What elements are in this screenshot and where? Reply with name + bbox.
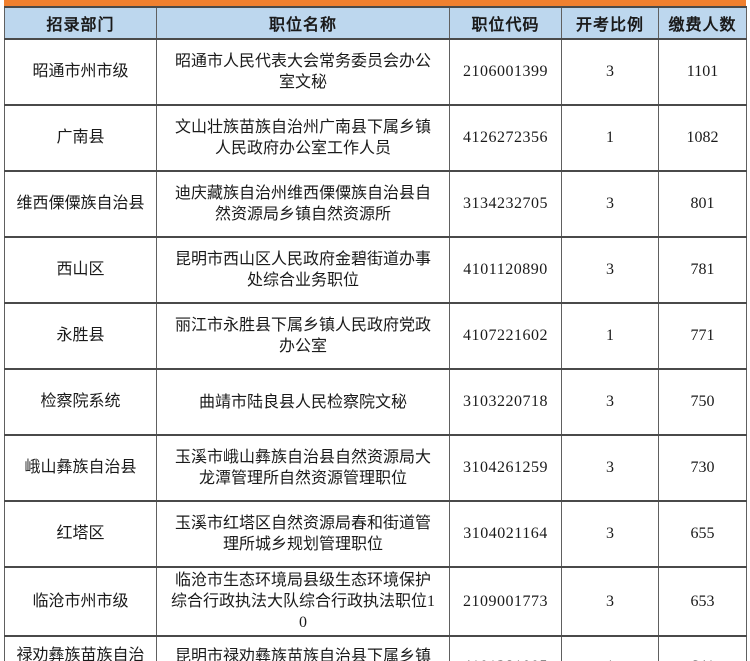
cell-count: 781 xyxy=(658,236,747,304)
cell-dept: 广南县 xyxy=(4,104,157,172)
cell-code: 3134232705 xyxy=(449,170,562,238)
cell-title: 文山壮族苗族自治州广南县下属乡镇人民政府办公室工作人员 xyxy=(156,104,450,172)
cell-count: 730 xyxy=(658,434,747,502)
cell-ratio: 3 xyxy=(561,236,659,304)
cell-title: 临沧市生态环境局县级生态环境保护综合行政执法大队综合行政执法职位10 xyxy=(156,566,450,637)
cell-title: 曲靖市陆良县人民检察院文秘 xyxy=(156,368,450,436)
cell-title: 玉溪市峨山彝族自治县自然资源局大龙潭管理所自然资源管理职位 xyxy=(156,434,450,502)
cell-title: 昆明市禄劝彝族苗族自治县下属乡镇禄劝彝族苗族自治县乡镇大职位02 xyxy=(156,635,450,661)
cell-code: 2109001773 xyxy=(449,566,562,637)
cell-dept: 禄劝彝族苗族自治县 xyxy=(4,635,157,661)
cell-code: 4107221602 xyxy=(449,302,562,370)
cell-ratio: 1 xyxy=(561,302,659,370)
cell-title: 迪庆藏族自治州维西傈僳族自治县自然资源局乡镇自然资源所 xyxy=(156,170,450,238)
cell-dept: 检察院系统 xyxy=(4,368,157,436)
cell-code: 3103220718 xyxy=(449,368,562,436)
cell-title: 玉溪市红塔区自然资源局春和街道管理所城乡规划管理职位 xyxy=(156,500,450,568)
cell-title: 昆明市西山区人民政府金碧街道办事处综合业务职位 xyxy=(156,236,450,304)
cell-dept: 永胜县 xyxy=(4,302,157,370)
table-row: 红塔区 玉溪市红塔区自然资源局春和街道管理所城乡规划管理职位 3104021164 3… xyxy=(4,500,747,568)
table-row: 检察院系统 曲靖市陆良县人民检察院文秘 3103220718 3 750 xyxy=(4,368,747,436)
cell-code: 2106001399 xyxy=(449,38,562,106)
table-row: 永胜县 丽江市永胜县下属乡镇人民政府党政办公室 4107221602 1 771 xyxy=(4,302,747,370)
top-accent-bar xyxy=(4,0,746,6)
cell-ratio: 3 xyxy=(561,566,659,637)
table-row: 维西傈僳族自治县 迪庆藏族自治州维西傈僳族自治县自然资源局乡镇自然资源所 31342… xyxy=(4,170,747,238)
cell-count: 771 xyxy=(658,302,747,370)
cell-code: 4101120890 xyxy=(449,236,562,304)
cell-ratio: 1 xyxy=(561,104,659,172)
header-cell-ratio: 开考比例 xyxy=(561,6,659,40)
header-cell-count: 缴费人数 xyxy=(658,6,747,40)
header-cell-title: 职位名称 xyxy=(156,6,450,40)
table-row: 广南县 文山壮族苗族自治州广南县下属乡镇人民政府办公室工作人员 4126272356… xyxy=(4,104,747,172)
table-row: 昭通市州市级 昭通市人民代表大会常务委员会办公室文秘 2106001399 3 1101 xyxy=(4,38,747,106)
cell-dept: 峨山彝族自治县 xyxy=(4,434,157,502)
cell-ratio: 3 xyxy=(561,500,659,568)
cell-ratio: 3 xyxy=(561,434,659,502)
cell-dept: 昭通市州市级 xyxy=(4,38,157,106)
cell-ratio: 3 xyxy=(561,170,659,238)
cell-ratio: 3 xyxy=(561,38,659,106)
cell-count: 750 xyxy=(658,368,747,436)
header-cell-dept: 招录部门 xyxy=(4,6,157,40)
cell-count: 1101 xyxy=(658,38,747,106)
cell-dept: 西山区 xyxy=(4,236,157,304)
cell-code: 4126272356 xyxy=(449,104,562,172)
cell-count: 1082 xyxy=(658,104,747,172)
cell-code: 4101281005 xyxy=(449,635,562,661)
table-header-row: 招录部门 职位名称 职位代码 开考比例 缴费人数 xyxy=(4,6,747,40)
table-body: 昭通市州市级 昭通市人民代表大会常务委员会办公室文秘 2106001399 3 1101… xyxy=(4,38,747,661)
cell-count: 653 xyxy=(658,566,747,637)
cell-count: 655 xyxy=(658,500,747,568)
table-row: 临沧市州市级 临沧市生态环境局县级生态环境保护综合行政执法大队综合行政执法职位10… xyxy=(4,566,747,637)
cell-dept: 维西傈僳族自治县 xyxy=(4,170,157,238)
cell-count: 801 xyxy=(658,170,747,238)
cell-ratio: 3 xyxy=(561,368,659,436)
cell-count: 641 xyxy=(658,635,747,661)
table-row: 峨山彝族自治县 玉溪市峨山彝族自治县自然资源局大龙潭管理所自然资源管理职位 3104… xyxy=(4,434,747,502)
recruitment-table: 招录部门 职位名称 职位代码 开考比例 缴费人数 昭通市州市级 昭通市人民代表大会… xyxy=(4,6,747,661)
table-row: 禄劝彝族苗族自治县昆明市禄劝彝族苗族自治县下属乡镇禄劝彝族苗族自治县乡镇大职位0… xyxy=(4,635,747,661)
header-cell-code: 职位代码 xyxy=(449,6,562,40)
cell-ratio: 1 xyxy=(561,635,659,661)
cell-code: 3104261259 xyxy=(449,434,562,502)
cell-title: 昭通市人民代表大会常务委员会办公室文秘 xyxy=(156,38,450,106)
cell-dept: 临沧市州市级 xyxy=(4,566,157,637)
table-row: 西山区 昆明市西山区人民政府金碧街道办事处综合业务职位 4101120890 3 781 xyxy=(4,236,747,304)
cell-title: 丽江市永胜县下属乡镇人民政府党政办公室 xyxy=(156,302,450,370)
cell-dept: 红塔区 xyxy=(4,500,157,568)
cell-code: 3104021164 xyxy=(449,500,562,568)
